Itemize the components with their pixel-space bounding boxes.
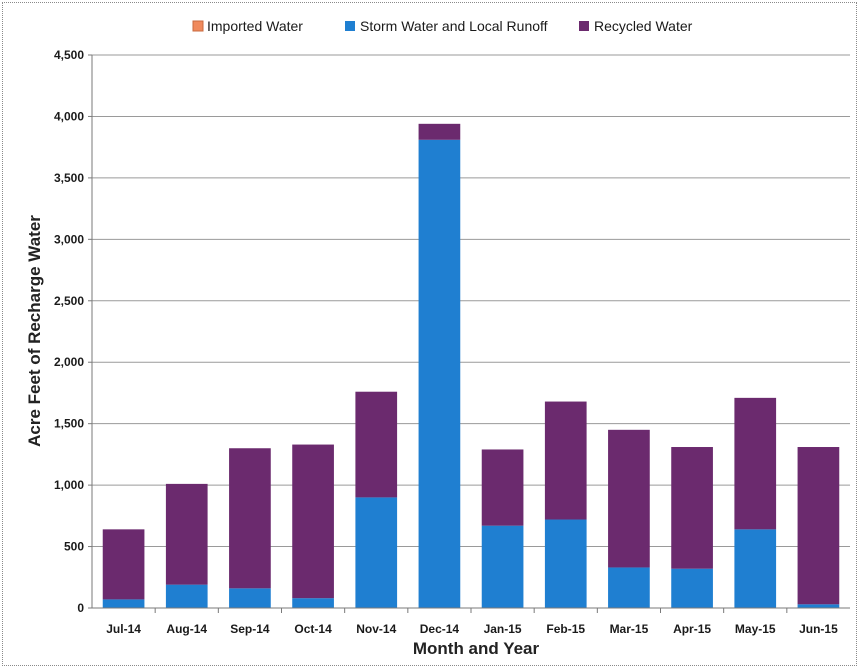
- legend-label-storm-water: Storm Water and Local Runoff: [360, 18, 548, 34]
- x-tick-label: May-15: [735, 622, 776, 636]
- bar-segment-recycled-water: [481, 449, 524, 526]
- bar-segment-recycled-water: [355, 391, 398, 498]
- bar-segment-storm-water-and-local-runoff: [355, 497, 398, 608]
- bar-segment-recycled-water: [292, 444, 334, 599]
- bar-segment-storm-water-and-local-runoff: [229, 588, 271, 608]
- bar-segment-recycled-water: [102, 529, 145, 600]
- bar-segment-storm-water-and-local-runoff: [418, 139, 461, 608]
- x-tick-label: Apr-15: [673, 622, 711, 636]
- y-tick-label: 500: [64, 540, 84, 554]
- x-tick-label: Jul-14: [106, 622, 141, 636]
- bar-segment-storm-water-and-local-runoff: [734, 529, 777, 608]
- bar-segment-recycled-water: [734, 397, 777, 530]
- bar-segment-storm-water-and-local-runoff: [292, 598, 334, 608]
- x-tick-label: Dec-14: [420, 622, 460, 636]
- y-tick-label: 1,500: [54, 417, 84, 431]
- x-tick-label: Jun-15: [799, 622, 838, 636]
- bar-segment-storm-water-and-local-runoff: [671, 568, 713, 608]
- y-tick-label: 0: [77, 601, 84, 615]
- bar-segment-recycled-water: [797, 447, 840, 605]
- legend-label-recycled-water: Recycled Water: [594, 18, 693, 34]
- x-tick-label: Jan-15: [484, 622, 522, 636]
- y-tick-label: 2,000: [54, 355, 84, 369]
- bar-segment-recycled-water: [229, 448, 271, 589]
- legend-swatch-imported-water: [192, 20, 204, 32]
- y-axis-ticks: 0 500 1,000 1,500 2,000 2,500 3,000 3,500 4,000 4…: [54, 48, 92, 615]
- bar-segment-storm-water-and-local-runoff: [797, 604, 840, 608]
- bar-segment-storm-water-and-local-runoff: [102, 599, 145, 608]
- y-tick-label: 1,000: [54, 478, 84, 492]
- x-tick-label: Nov-14: [356, 622, 396, 636]
- bar-segment-storm-water-and-local-runoff: [544, 519, 587, 608]
- legend: Imported Water Storm Water and Local Run…: [192, 18, 693, 34]
- bar-segment-recycled-water: [418, 123, 461, 140]
- bar-segment-recycled-water: [544, 401, 587, 520]
- y-tick-label: 3,000: [54, 232, 84, 246]
- x-tick-label: Mar-15: [610, 622, 649, 636]
- legend-swatch-recycled-water: [579, 21, 589, 31]
- bar-segment-storm-water-and-local-runoff: [608, 567, 650, 608]
- x-tick-label: Oct-14: [294, 622, 332, 636]
- bar-segment-storm-water-and-local-runoff: [481, 525, 524, 608]
- y-tick-label: 4,500: [54, 48, 84, 62]
- x-axis-ticks: Jul-14 Aug-14 Sep-14 Oct-14 Nov-14 Dec-14 Jan-…: [106, 608, 838, 636]
- bar-segment-recycled-water: [608, 429, 650, 568]
- y-axis-title: Acre Feet of Recharge Water: [25, 215, 44, 447]
- legend-swatch-storm-water: [345, 21, 355, 31]
- bar-segment-recycled-water: [671, 447, 713, 569]
- bar-segment-recycled-water: [165, 483, 208, 585]
- y-tick-label: 2,500: [54, 294, 84, 308]
- y-tick-label: 3,500: [54, 171, 84, 185]
- y-tick-label: 4,000: [54, 109, 84, 123]
- bar-segment-storm-water-and-local-runoff: [165, 584, 208, 608]
- bars: [102, 123, 840, 608]
- x-axis-title: Month and Year: [413, 639, 540, 658]
- x-tick-label: Feb-15: [546, 622, 585, 636]
- gridlines: [92, 54, 850, 548]
- x-tick-label: Sep-14: [230, 622, 270, 636]
- x-tick-label: Aug-14: [166, 622, 207, 636]
- legend-label-imported-water: Imported Water: [207, 18, 303, 34]
